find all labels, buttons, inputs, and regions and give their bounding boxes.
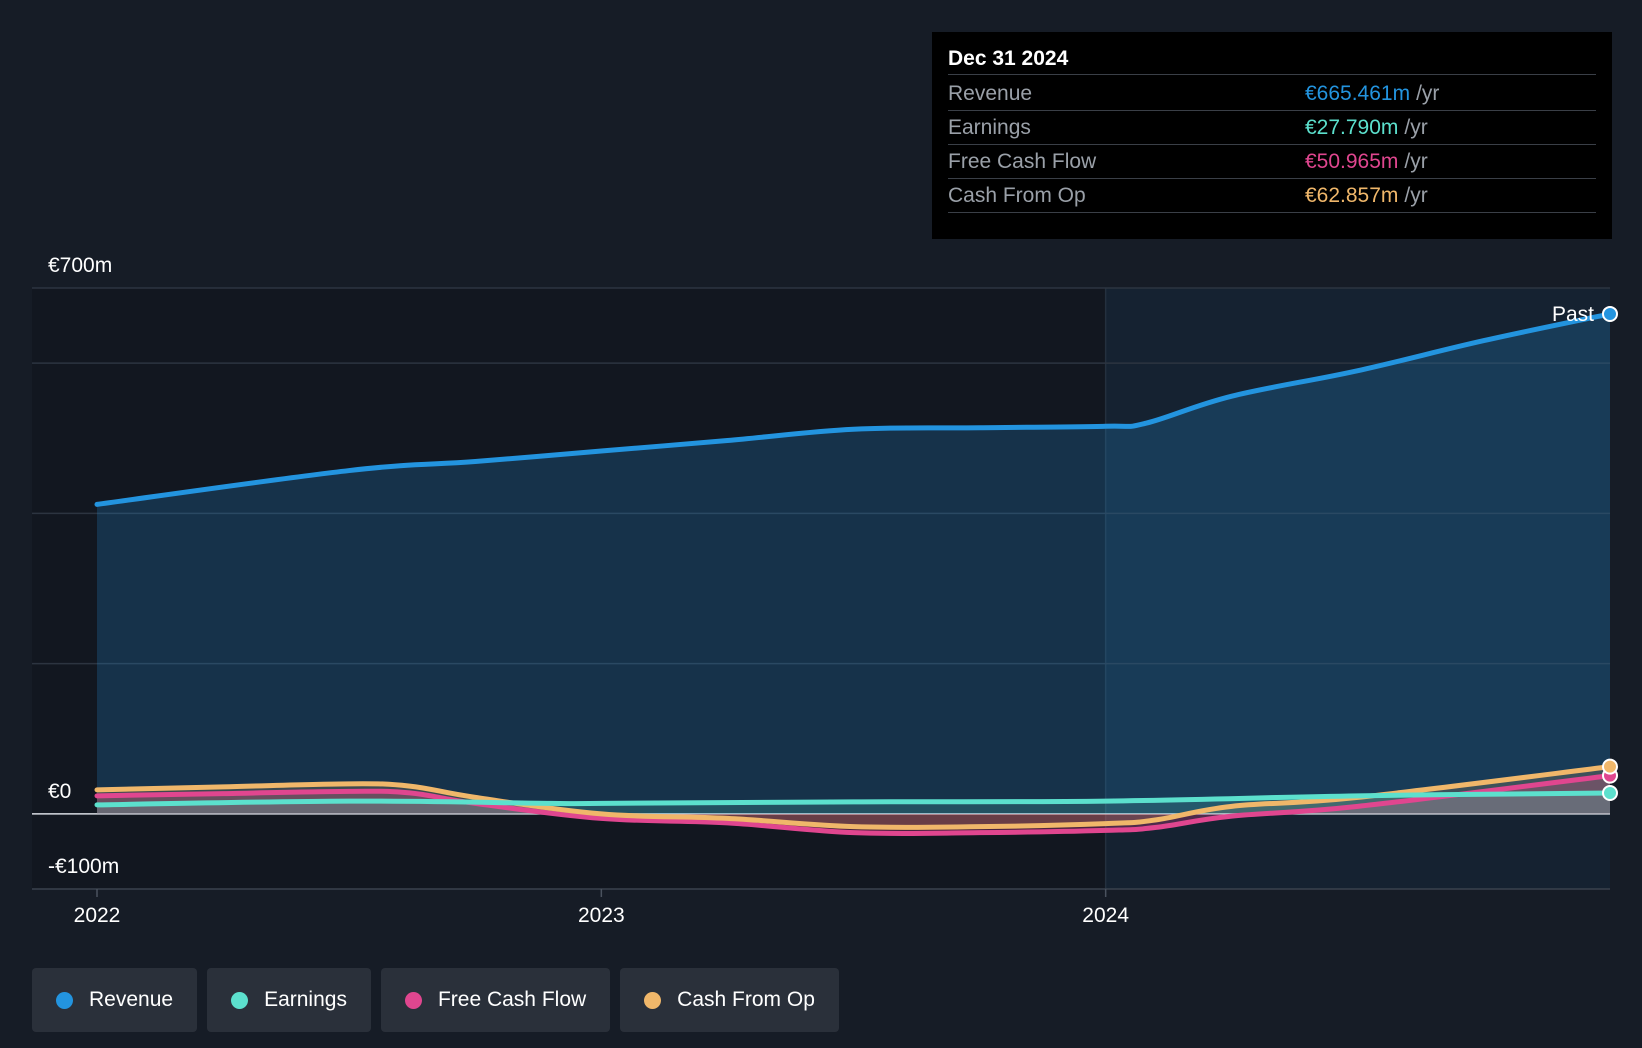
line-free-cash-flow	[94, 773, 1613, 837]
endpoint-cash-from-op	[1602, 758, 1618, 775]
tooltip-value: €62.857m	[1305, 184, 1399, 207]
tooltip-value: €50.965m	[1305, 150, 1399, 173]
tooltip-date: Dec 31 2024	[948, 44, 1596, 75]
endpoint-revenue	[1602, 305, 1618, 322]
legend: Revenue Earnings Free Cash Flow Cash Fro…	[32, 968, 839, 1032]
legend-item-earnings[interactable]: Earnings	[207, 968, 371, 1032]
legend-label: Cash From Op	[677, 988, 815, 1011]
area-free-cash-flow	[97, 775, 1610, 834]
y-tick-label: €0	[48, 780, 71, 803]
tooltip-unit: /yr	[1404, 116, 1428, 139]
tooltip-row-earnings: Earnings €27.790m/yr	[948, 111, 1596, 145]
tooltip-unit: /yr	[1404, 184, 1428, 207]
legend-label: Earnings	[264, 988, 347, 1011]
legend-item-cash-from-op[interactable]: Cash From Op	[620, 968, 839, 1032]
line-cash-from-op	[94, 764, 1613, 830]
legend-dot-icon	[644, 991, 662, 1009]
legend-item-revenue[interactable]: Revenue	[32, 968, 198, 1032]
tooltip-label: Revenue	[948, 82, 1033, 105]
area-cash-from-op	[97, 766, 1610, 828]
tooltip-label: Free Cash Flow	[948, 150, 1097, 173]
legend-dot-icon	[231, 991, 249, 1009]
tooltip-value: €27.790m	[1305, 116, 1399, 139]
endpoint-earnings	[1602, 784, 1618, 801]
legend-item-free-cash-flow[interactable]: Free Cash Flow	[380, 968, 611, 1032]
legend-dot-icon	[56, 991, 73, 1009]
x-tick-label: 2024	[1082, 904, 1129, 927]
tooltip-row-cash-from-op: Cash From Op €62.857m/yr	[948, 179, 1596, 213]
legend-label: Free Cash Flow	[437, 988, 587, 1011]
tooltip-unit: /yr	[1416, 82, 1440, 105]
tooltip-unit: /yr	[1404, 150, 1428, 173]
tooltip: Dec 31 2024 Revenue €665.461m/yr Earning…	[932, 32, 1612, 239]
past-label: Past	[1552, 303, 1594, 326]
tooltip-label: Earnings	[948, 116, 1031, 139]
tooltip-row-revenue: Revenue €665.461m/yr	[948, 77, 1596, 111]
legend-dot-icon	[404, 991, 422, 1009]
legend-label: Revenue	[89, 988, 174, 1011]
y-tick-label: €700m	[48, 254, 112, 277]
tooltip-label: Cash From Op	[948, 184, 1086, 207]
line-earnings	[94, 790, 1613, 808]
area-revenue	[97, 313, 1610, 814]
x-tick-label: 2022	[74, 904, 121, 927]
x-tick-label: 2023	[578, 904, 625, 927]
past-region-background	[1105, 288, 1610, 889]
tooltip-row-free-cash-flow: Free Cash Flow €50.965m/yr	[948, 145, 1596, 179]
line-revenue	[94, 311, 1613, 507]
y-tick-label: -€100m	[48, 855, 119, 878]
tooltip-value: €665.461m	[1305, 82, 1411, 105]
